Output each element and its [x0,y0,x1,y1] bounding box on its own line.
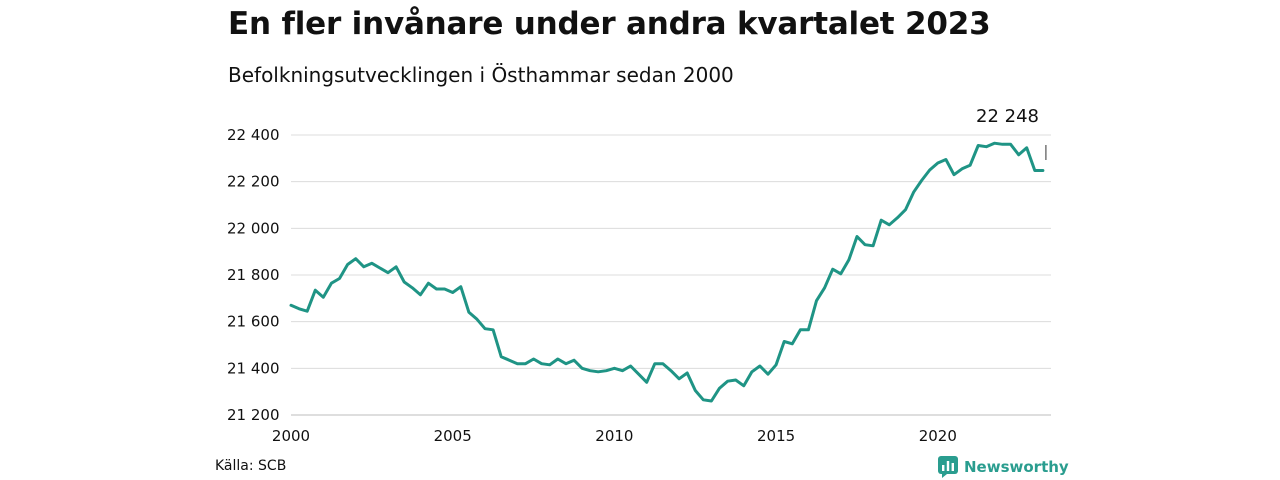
x-tick-label: 2005 [434,427,472,445]
source-label: Källa: SCB [215,458,287,474]
chart-subtitle: Befolkningsutvecklingen i Östhammar seda… [228,63,734,87]
x-tick-label: 2000 [272,427,310,445]
y-tick-label: 21 400 [227,359,280,377]
y-tick-label: 22 000 [227,219,280,237]
population-series-line [289,141,1045,403]
last-value-label: 22 248 [976,106,1039,127]
y-tick-label: 22 400 [227,126,280,144]
chart-title: En fler invånare under andra kvartalet 2… [228,6,991,42]
x-tick-label: 2015 [757,427,795,445]
newsworthy-logo: Newsworthy [938,456,1069,478]
y-tick-label: 22 200 [227,173,280,191]
newsworthy-chart-icon [938,456,958,478]
x-tick-label: 2010 [595,427,633,445]
brand-name: Newsworthy [964,458,1069,476]
y-tick-label: 21 800 [227,266,280,284]
x-tick-label: 2020 [919,427,957,445]
y-tick-label: 21 200 [227,406,280,424]
y-tick-label: 21 600 [227,313,280,331]
